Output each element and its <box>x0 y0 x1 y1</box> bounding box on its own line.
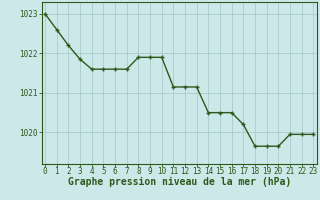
X-axis label: Graphe pression niveau de la mer (hPa): Graphe pression niveau de la mer (hPa) <box>68 177 291 187</box>
